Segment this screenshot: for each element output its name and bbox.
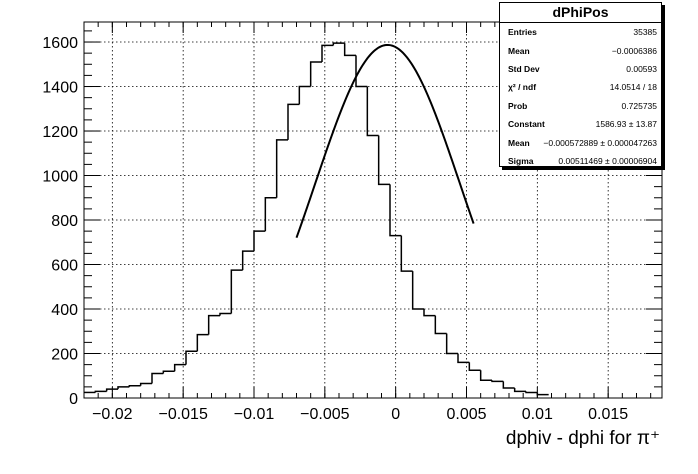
stats-box: dPhiPos Entries 35385 Mean −0.0006386 Std De… (499, 2, 662, 167)
tick-labels: −0.02 −0.015 −0.01 −0.005 0 0.005 0.01 0.015 0 20… (42, 35, 628, 423)
histogram-bin (457, 353, 470, 364)
x-tick-label: −0.02 (92, 406, 133, 423)
stats-row: χ² / ndf 14.0514 / 18 (500, 78, 661, 96)
histogram-bin (479, 370, 492, 381)
histogram-bin (377, 135, 390, 186)
histogram-bars (84, 42, 549, 396)
x-tick-label: −0.015 (158, 406, 207, 423)
histogram-bin (411, 271, 424, 310)
histogram-bin (332, 42, 345, 46)
histogram-bin (128, 385, 141, 387)
stats-value: 14.0514 / 18 (609, 82, 657, 93)
histogram-bin (502, 381, 515, 389)
histogram-bin (162, 370, 175, 374)
y-tick-label: 1000 (42, 169, 78, 186)
histogram-bin (445, 333, 458, 355)
stats-row: Constant 1586.93 ± 13.87 (500, 115, 661, 133)
histogram-bin (355, 55, 368, 88)
histogram-bin (275, 139, 288, 198)
stats-row: Mean −0.0006386 (500, 41, 661, 59)
histogram-bin (491, 380, 504, 383)
plot-frame (83, 21, 663, 399)
x-tick-label: −0.005 (300, 406, 349, 423)
histogram-bin (423, 309, 436, 317)
histogram-bin (105, 388, 118, 392)
histogram-bin (196, 333, 209, 352)
histogram-bin (94, 390, 107, 393)
y-tick-label: 1400 (42, 80, 78, 97)
stats-value: 1586.93 ± 13.87 (595, 119, 657, 130)
stats-key: χ² / ndf (508, 82, 537, 93)
y-tick-label: 600 (51, 258, 78, 275)
stats-row: Sigma 0.00511469 ± 0.00006904 (500, 152, 661, 170)
histogram-bin (309, 61, 322, 87)
stats-row: Entries 35385 (500, 23, 661, 41)
stats-title: dPhiPos (500, 3, 661, 23)
stats-value: 0.725735 (621, 100, 657, 111)
x-tick-label: 0.01 (522, 406, 553, 423)
histogram-bin (241, 250, 254, 271)
x-tick-label: 0 (391, 406, 400, 423)
stats-key: Prob (508, 100, 528, 111)
histogram-bin (219, 312, 232, 316)
histogram-bin (117, 386, 130, 390)
stats-key: Constant (508, 119, 545, 130)
histogram-bin (151, 372, 164, 384)
histogram-bin (389, 184, 402, 237)
stats-key: Sigma (508, 155, 534, 166)
stats-value: −0.0006386 (611, 45, 657, 56)
stats-value: 0.00593 (626, 63, 657, 74)
gaussian-fit-line (295, 43, 475, 239)
histogram-bin (253, 230, 266, 252)
stats-value: 35385 (633, 27, 657, 38)
histogram-bin (513, 387, 526, 393)
histogram-bin (230, 269, 243, 314)
y-tick-label: 400 (51, 302, 78, 319)
y-tick-label: 0 (69, 391, 78, 408)
stats-row: Std Dev 0.00593 (500, 60, 661, 78)
y-tick-label: 1200 (42, 124, 78, 141)
stats-row: Prob 0.725735 (500, 97, 661, 115)
stats-rows: Entries 35385 Mean −0.0006386 Std Dev 0.00593… (500, 23, 661, 170)
stats-key: Entries (508, 27, 537, 38)
x-tick-label: 0.005 (446, 406, 486, 423)
histogram-bin (400, 235, 413, 272)
histogram-bin (207, 314, 220, 335)
fit-curve (295, 43, 475, 239)
histogram-bin (264, 197, 277, 232)
stats-row: Mean −0.000572889 ± 0.000047263 (500, 133, 661, 151)
histogram-bin (173, 363, 186, 372)
x-tick-label: 0.015 (588, 406, 628, 423)
stats-key: Mean (508, 45, 530, 56)
y-tick-label: 1600 (42, 35, 78, 52)
histogram-bin (366, 86, 379, 137)
histogram-bin (536, 392, 549, 396)
histogram-bin (139, 382, 152, 386)
y-tick-label: 800 (51, 213, 78, 230)
y-tick-label: 200 (51, 347, 78, 364)
histogram-bin (185, 350, 198, 365)
x-tick-label: −0.01 (234, 406, 275, 423)
histogram-bin (298, 85, 311, 105)
stats-value: 0.00511469 ± 0.00006904 (558, 155, 657, 166)
histogram-bin (468, 362, 481, 371)
x-axis-title: dphiv - dphi for π⁺ (506, 428, 660, 449)
histogram-bin (343, 43, 356, 57)
histogram-bin (525, 391, 538, 394)
histogram-bin (321, 44, 334, 63)
grid-lines (84, 22, 662, 398)
histogram-bin (434, 315, 447, 335)
stats-value: −0.000572889 ± 0.000047263 (543, 137, 657, 148)
histogram-bin (287, 103, 300, 140)
stats-key: Std Dev (508, 63, 540, 74)
stats-key: Mean (508, 137, 530, 148)
